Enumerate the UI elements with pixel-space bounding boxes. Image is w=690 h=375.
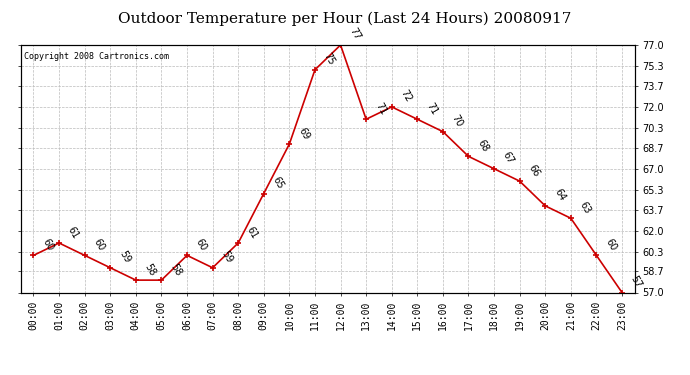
- Text: 60: 60: [194, 237, 209, 253]
- Text: 69: 69: [296, 126, 311, 141]
- Text: Outdoor Temperature per Hour (Last 24 Hours) 20080917: Outdoor Temperature per Hour (Last 24 Ho…: [118, 11, 572, 26]
- Text: 71: 71: [373, 101, 388, 117]
- Text: 75: 75: [322, 51, 337, 67]
- Text: 58: 58: [168, 262, 184, 278]
- Text: 71: 71: [424, 101, 439, 117]
- Text: 61: 61: [66, 225, 81, 240]
- Text: Copyright 2008 Cartronics.com: Copyright 2008 Cartronics.com: [23, 53, 169, 62]
- Text: 60: 60: [603, 237, 618, 253]
- Text: 72: 72: [399, 88, 413, 104]
- Text: 59: 59: [117, 249, 132, 265]
- Text: 60: 60: [92, 237, 106, 253]
- Text: 66: 66: [526, 163, 542, 178]
- Text: 68: 68: [475, 138, 490, 154]
- Text: 57: 57: [629, 274, 644, 290]
- Text: 64: 64: [552, 188, 567, 203]
- Text: 59: 59: [219, 249, 235, 265]
- Text: 63: 63: [578, 200, 593, 216]
- Text: 60: 60: [41, 237, 55, 253]
- Text: 77: 77: [348, 26, 362, 42]
- Text: 67: 67: [501, 150, 516, 166]
- Text: 70: 70: [450, 113, 464, 129]
- Text: 58: 58: [143, 262, 157, 278]
- Text: 65: 65: [270, 175, 286, 191]
- Text: 61: 61: [245, 225, 260, 240]
